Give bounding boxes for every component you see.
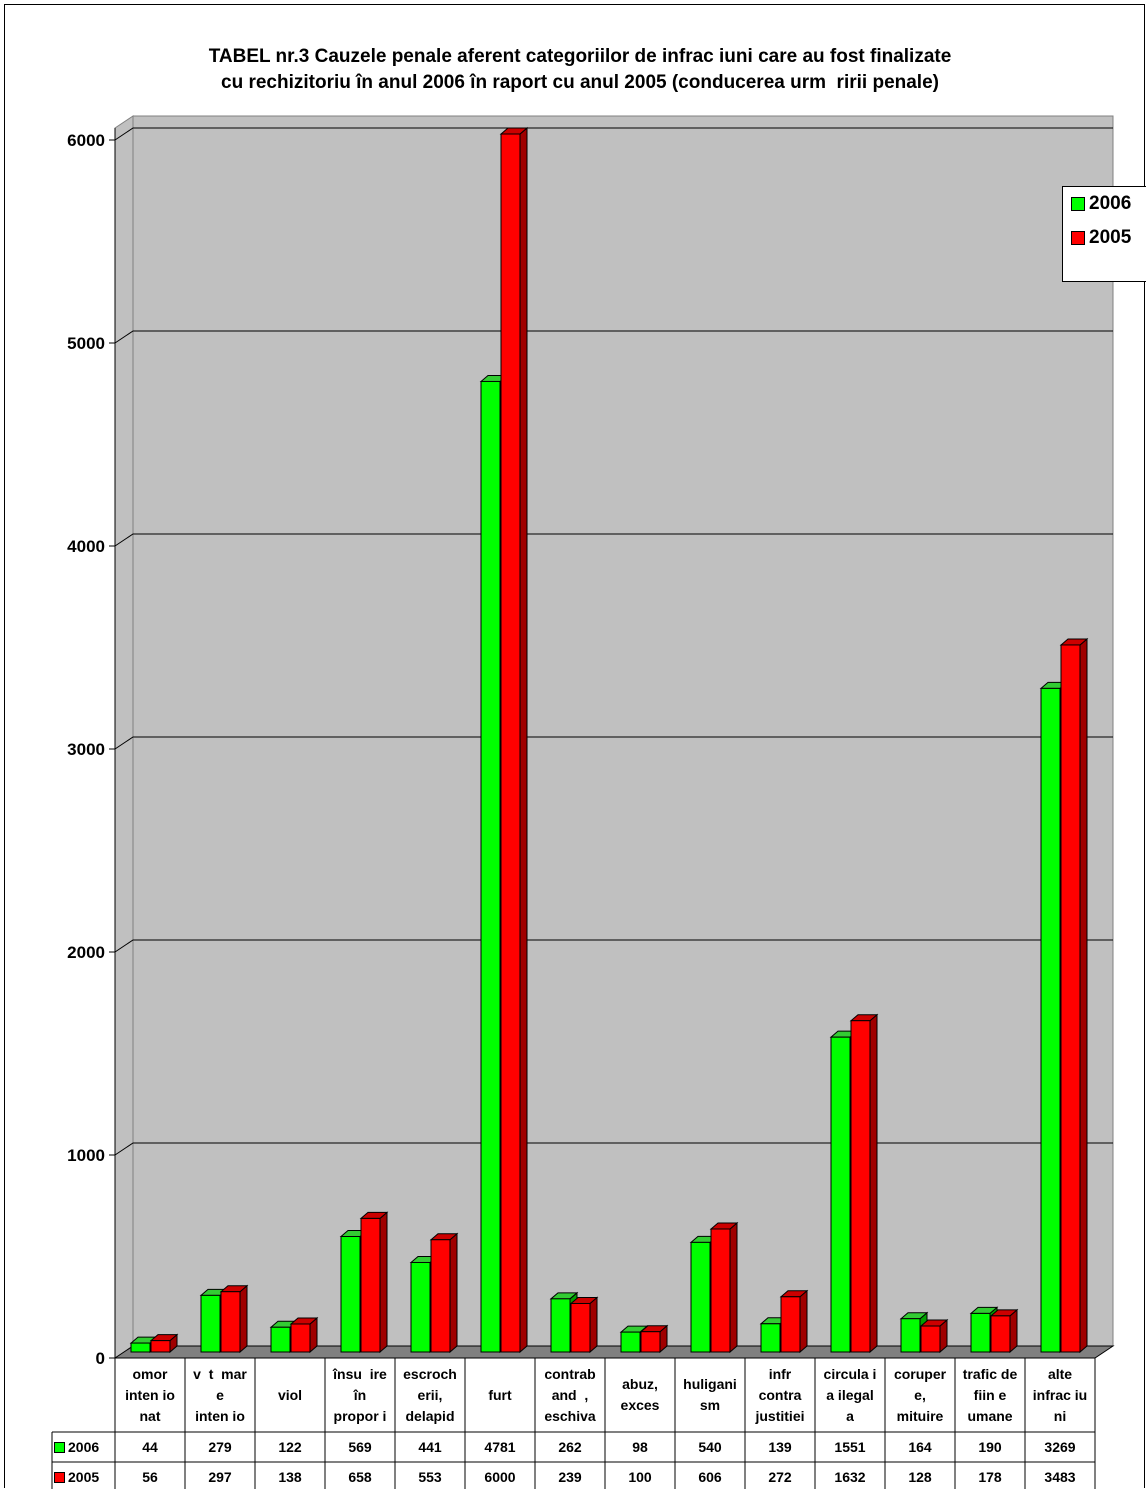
gridline bbox=[114, 533, 1113, 547]
category-label: omor inten io nat bbox=[125, 1365, 175, 1424]
table-cell-2006: 1551 bbox=[834, 1439, 866, 1455]
table-cell-2005: 128 bbox=[908, 1469, 932, 1485]
bar-2005-3 bbox=[359, 1211, 389, 1354]
y-tick-label: 3000 bbox=[67, 740, 105, 759]
chart-frame bbox=[4, 4, 1145, 1488]
table-cell-2006: 569 bbox=[348, 1439, 372, 1455]
category-label: coruper e, mituire bbox=[893, 1365, 947, 1424]
bar-2005-7 bbox=[639, 1324, 669, 1354]
bar-2006-12 bbox=[969, 1306, 999, 1354]
table-cell-2006: 44 bbox=[142, 1439, 158, 1455]
legend-label-2006: 2006 bbox=[1089, 193, 1132, 214]
plot-left-wall bbox=[114, 115, 134, 1359]
legend-swatch-2005 bbox=[1071, 230, 1085, 245]
table-cell-2005: 297 bbox=[208, 1469, 232, 1485]
table-cell-2005: 553 bbox=[418, 1469, 442, 1485]
table-cell-2006: 441 bbox=[418, 1439, 442, 1455]
y-tick-label: 6000 bbox=[67, 131, 105, 150]
bar-2005-1 bbox=[219, 1284, 249, 1354]
category-label: escroch erii, delapid bbox=[403, 1365, 457, 1424]
table-row-swatch bbox=[54, 1441, 65, 1453]
chart-title-text: TABEL nr.3 Cauzele penale aferent catego… bbox=[208, 46, 952, 93]
table-cell-2006: 279 bbox=[208, 1439, 232, 1455]
category-label: infr contra justitiei bbox=[755, 1365, 805, 1424]
category-label: circula i a ilegal a bbox=[823, 1365, 877, 1424]
table-cell-2006: 98 bbox=[632, 1439, 648, 1455]
table-row-label: 2005 bbox=[68, 1469, 100, 1485]
table-cell-2005: 1632 bbox=[834, 1469, 866, 1485]
category-label: abuz, exces bbox=[620, 1376, 660, 1413]
table-cell-2006: 4781 bbox=[484, 1439, 516, 1455]
category-label: v t mar e inten io bbox=[193, 1365, 247, 1424]
bar-2005-10 bbox=[849, 1013, 879, 1354]
gridline bbox=[114, 1142, 1113, 1156]
bar-2005-6 bbox=[569, 1296, 599, 1354]
plot-back-wall bbox=[132, 115, 1114, 1347]
table-row-key-2006: 2006 bbox=[52, 1434, 114, 1460]
gridline bbox=[114, 736, 1113, 750]
bar-2005-9 bbox=[779, 1289, 809, 1354]
table-cell-2006: 540 bbox=[698, 1439, 722, 1455]
category-label: huligani sm bbox=[683, 1376, 737, 1413]
legend: 2006 2005 bbox=[1062, 186, 1146, 282]
legend-item-2005: 2005 bbox=[1071, 227, 1131, 249]
legend-label-2005: 2005 bbox=[1089, 227, 1132, 248]
table-cell-2005: 658 bbox=[348, 1469, 372, 1485]
table-cell-2006: 164 bbox=[908, 1439, 932, 1455]
table-cell-2005: 606 bbox=[698, 1469, 722, 1485]
y-tick-label: 2000 bbox=[67, 943, 105, 962]
plot-floor bbox=[113, 1345, 1115, 1359]
table-row-swatch bbox=[54, 1471, 65, 1483]
category-label: contrab and , eschiva bbox=[544, 1365, 596, 1424]
bar-2005-8 bbox=[709, 1221, 739, 1354]
legend-item-2006: 2006 bbox=[1071, 193, 1131, 215]
bar-2005-13 bbox=[1059, 637, 1089, 1354]
bar-2005-5 bbox=[499, 126, 529, 1354]
category-label: însu ire în propor i bbox=[333, 1365, 387, 1424]
table-cell-2006: 122 bbox=[278, 1439, 302, 1455]
gridline bbox=[114, 939, 1113, 953]
bar-2005-4 bbox=[429, 1232, 459, 1354]
category-label: trafic de fiin e umane bbox=[962, 1365, 1018, 1424]
table-cell-2005: 100 bbox=[628, 1469, 652, 1485]
table-cell-2006: 3269 bbox=[1044, 1439, 1076, 1455]
table-row-label: 2006 bbox=[68, 1439, 100, 1455]
table-cell-2005: 138 bbox=[278, 1469, 302, 1485]
bar-2005-2 bbox=[289, 1316, 319, 1354]
table-cell-2006: 262 bbox=[558, 1439, 582, 1455]
chart-title: TABEL nr.3 Cauzele penale aferent catego… bbox=[80, 44, 1080, 96]
table-cell-2005: 272 bbox=[768, 1469, 792, 1485]
y-tick-label: 1000 bbox=[67, 1146, 105, 1165]
table-cell-2005: 3483 bbox=[1044, 1469, 1076, 1485]
category-label: furt bbox=[488, 1386, 512, 1403]
gridline bbox=[114, 330, 1113, 344]
gridline bbox=[114, 127, 1113, 141]
legend-swatch-2006 bbox=[1071, 196, 1085, 211]
table-cell-2005: 56 bbox=[142, 1469, 158, 1485]
table-cell-2005: 178 bbox=[978, 1469, 1002, 1485]
bar-2005-12 bbox=[989, 1308, 1019, 1354]
y-tick-label: 4000 bbox=[67, 537, 105, 556]
y-tick-label: 5000 bbox=[67, 334, 105, 353]
bar-2005-11 bbox=[919, 1318, 949, 1354]
table-cell-2005: 239 bbox=[558, 1469, 582, 1485]
table-cell-2006: 190 bbox=[978, 1439, 1002, 1455]
category-label: viol bbox=[277, 1386, 303, 1403]
table-row-key-2005: 2005 bbox=[52, 1464, 114, 1490]
table-cell-2005: 6000 bbox=[484, 1469, 516, 1485]
bar-2005-0 bbox=[149, 1333, 179, 1354]
category-label: alte infrac iu ni bbox=[1032, 1365, 1088, 1424]
y-tick-label: 0 bbox=[96, 1349, 105, 1368]
table-cell-2006: 139 bbox=[768, 1439, 792, 1455]
